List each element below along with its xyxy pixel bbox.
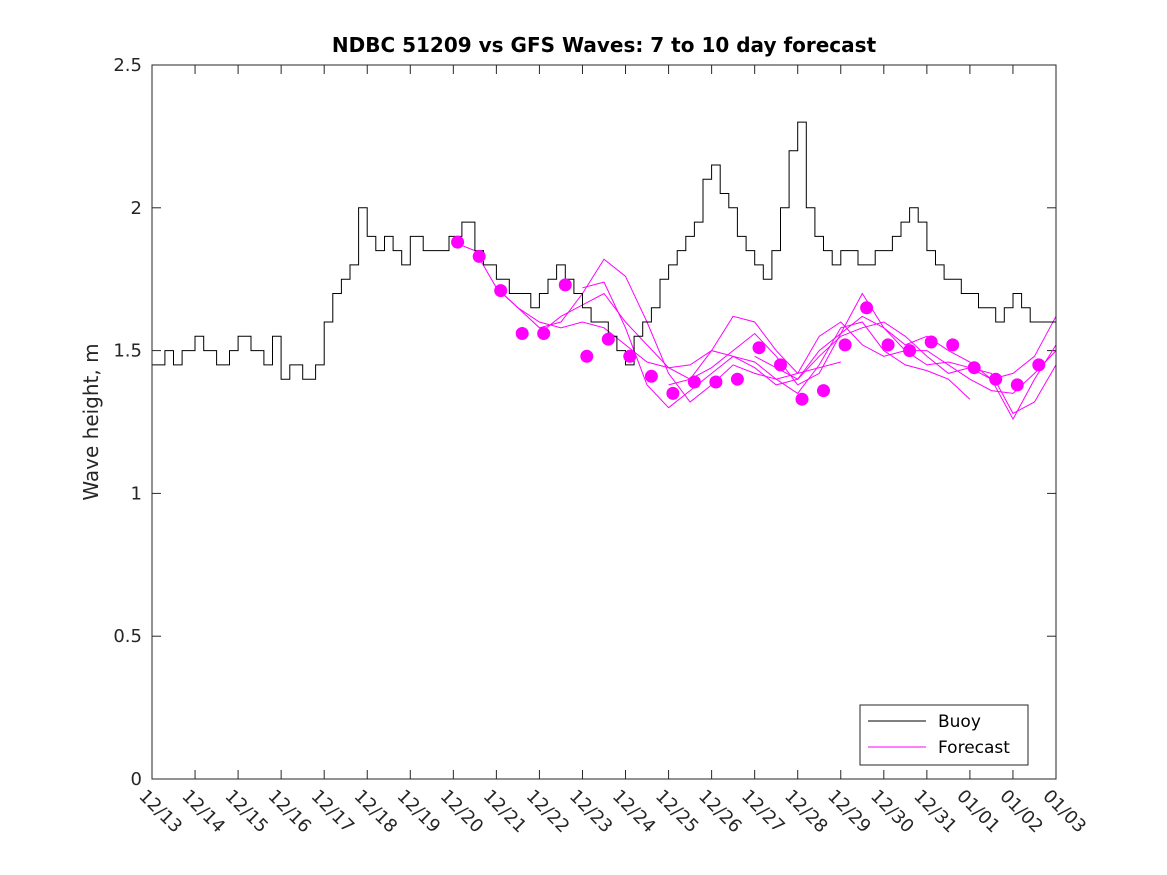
- forecast-point: [580, 349, 594, 363]
- forecast-point: [1032, 358, 1046, 372]
- forecast-point: [752, 341, 766, 355]
- forecast-markers: [451, 235, 1046, 406]
- forecast-series: [453, 241, 1057, 421]
- forecast-point: [881, 338, 895, 352]
- legend-buoy-label: Buoy: [938, 712, 981, 732]
- y-tick-label: 2.5: [113, 55, 142, 76]
- forecast-point: [795, 392, 809, 406]
- buoy-line: [152, 121, 1056, 380]
- legend-forecast-label: Forecast: [938, 738, 1010, 758]
- forecast-point: [515, 327, 529, 340]
- forecast-point: [924, 335, 938, 349]
- forecast-point: [687, 375, 701, 389]
- forecast-point: [860, 301, 874, 315]
- forecast-point: [946, 338, 960, 352]
- buoy-series: [152, 121, 1056, 380]
- forecast-point: [989, 372, 1003, 386]
- forecast-point: [903, 344, 917, 358]
- forecast-point: [817, 384, 830, 398]
- legend: Buoy Forecast: [859, 704, 1029, 766]
- y-tick-label: 2: [131, 198, 142, 219]
- forecast-point: [1010, 378, 1024, 392]
- forecast-point: [451, 235, 465, 249]
- y-axis-label: Wave height, m: [79, 343, 103, 500]
- forecast-point: [601, 332, 615, 346]
- forecast-point: [558, 278, 572, 292]
- forecast-point: [472, 249, 486, 263]
- y-tick-label: 1.5: [113, 341, 142, 362]
- forecast-point: [623, 349, 637, 363]
- chart-title: NDBC 51209 vs GFS Waves: 7 to 10 day for…: [332, 33, 877, 57]
- forecast-point: [537, 327, 551, 340]
- forecast-point: [730, 372, 744, 386]
- forecast-point: [644, 369, 658, 383]
- forecast-point: [774, 358, 787, 372]
- forecast-point: [709, 375, 723, 389]
- forecast-run-line: [754, 316, 1057, 380]
- y-tick-label: 0.5: [113, 626, 142, 647]
- forecast-run-line: [539, 292, 1057, 394]
- forecast-point: [967, 361, 981, 375]
- forecast-point: [838, 338, 852, 352]
- plot-frame: [151, 64, 1057, 780]
- forecast-run-line: [496, 258, 971, 403]
- y-tick-label: 0: [131, 769, 142, 790]
- forecast-point: [666, 386, 680, 400]
- y-tick-label: 1: [131, 483, 142, 504]
- forecast-point: [494, 284, 508, 298]
